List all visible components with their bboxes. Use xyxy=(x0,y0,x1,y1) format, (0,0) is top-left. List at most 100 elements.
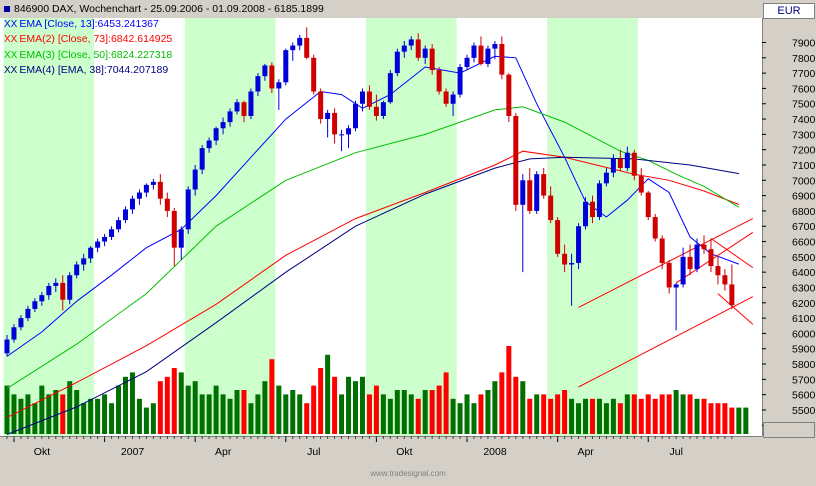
volume-bar xyxy=(534,394,540,434)
volume-bar xyxy=(603,403,609,434)
volume-bar xyxy=(74,390,80,434)
volume-bar xyxy=(527,398,533,434)
candle-body xyxy=(589,201,595,218)
candle-body xyxy=(450,94,456,104)
candle-body xyxy=(443,91,449,104)
candle-body xyxy=(408,39,414,46)
candle-body xyxy=(283,50,289,83)
candle-body xyxy=(485,48,491,64)
volume-bar xyxy=(589,398,595,434)
candle-body xyxy=(171,210,177,248)
x-tick-label: Okt xyxy=(396,446,412,458)
volume-bar xyxy=(129,372,135,434)
shaded-quarter-band xyxy=(365,18,457,436)
currency-label[interactable]: EUR xyxy=(763,3,815,19)
candle-body xyxy=(206,140,212,149)
candle-body xyxy=(227,111,233,123)
volume-bar xyxy=(332,376,338,434)
volume-bar xyxy=(694,398,700,434)
volume-bar xyxy=(422,390,428,434)
candle-body xyxy=(143,184,149,193)
volume-bar xyxy=(624,394,630,434)
volume-bar xyxy=(269,359,275,434)
shaded-quarter-band xyxy=(547,18,638,436)
candle-body xyxy=(436,70,442,92)
volume-bar xyxy=(192,381,198,434)
volume-bar xyxy=(353,381,358,434)
y-tick-label: 5500 xyxy=(792,405,816,417)
candle-body xyxy=(88,247,94,259)
volume-bar xyxy=(743,407,749,434)
y-tick-label: 7500 xyxy=(792,99,816,111)
candle-body xyxy=(136,192,142,199)
volume-bar xyxy=(53,390,59,434)
volume-bar xyxy=(576,403,582,434)
line-flag-top xyxy=(710,238,754,269)
volume-bar xyxy=(311,385,317,434)
y-tick-label: 7400 xyxy=(792,114,816,126)
volume-bar xyxy=(199,394,205,434)
volume-bar xyxy=(248,403,254,434)
candle-body xyxy=(129,198,135,210)
x-tick-label: Apr xyxy=(215,446,232,458)
volume-bar xyxy=(555,394,561,434)
candle-body xyxy=(603,172,609,184)
x-tick-label: Jul xyxy=(307,446,320,458)
candle-body xyxy=(645,192,651,218)
volume-bar xyxy=(143,407,149,434)
candle-body xyxy=(415,39,421,58)
legend-item-ema38: XX EMA(4) [EMA, 38]:7044.207189 xyxy=(4,64,169,76)
candle-body xyxy=(325,112,331,120)
y-tick-label: 7200 xyxy=(792,145,816,157)
volume-bar xyxy=(157,381,163,434)
y-tick-label: 7600 xyxy=(792,83,816,95)
candle-body xyxy=(32,301,38,309)
y-tick-label: 6500 xyxy=(792,252,816,264)
candle-body xyxy=(548,195,554,221)
candle-body xyxy=(652,217,658,239)
candle-body xyxy=(164,198,170,211)
line-flag-bottom xyxy=(717,293,754,325)
volume-bar xyxy=(241,390,247,434)
volume-bar xyxy=(95,398,101,434)
candle-body xyxy=(520,180,526,205)
candle-body xyxy=(429,48,435,71)
volume-bar xyxy=(701,398,707,434)
volume-bar xyxy=(220,394,226,434)
volume-bar xyxy=(297,394,303,434)
volume-bar xyxy=(687,394,693,434)
x-axis-strip xyxy=(0,436,762,458)
candle-body xyxy=(569,262,575,265)
volume-bar xyxy=(506,346,512,434)
volume-bar xyxy=(122,376,128,434)
candle-body xyxy=(46,285,52,296)
candle-body xyxy=(380,102,386,116)
volume-bar xyxy=(513,376,519,434)
candle-body xyxy=(359,91,365,104)
candle-body xyxy=(729,284,735,306)
candle-body xyxy=(234,102,240,112)
candle-body xyxy=(290,45,296,51)
volume-bar xyxy=(318,368,324,434)
candle-body xyxy=(638,175,644,193)
y-tick-label: 6300 xyxy=(792,282,816,294)
candle-body xyxy=(157,181,163,199)
candle-body xyxy=(11,327,17,340)
candle-body xyxy=(109,229,115,237)
x-tick-label: Apr xyxy=(577,446,594,458)
candle-body xyxy=(471,45,477,58)
scroll-down-button[interactable] xyxy=(763,422,815,438)
candle-body xyxy=(67,275,73,300)
volume-bar xyxy=(234,390,240,434)
volume-bar xyxy=(401,390,407,434)
y-tick-label: 7700 xyxy=(792,68,816,80)
volume-bar xyxy=(492,381,498,434)
y-axis-strip xyxy=(762,0,816,481)
volume-bar xyxy=(325,354,331,434)
candle-body xyxy=(583,201,589,227)
candle-body xyxy=(192,169,198,190)
volume-bar xyxy=(102,394,108,434)
volume-bar xyxy=(366,394,372,434)
candle-body xyxy=(666,262,672,288)
y-tick-label: 6700 xyxy=(792,221,816,233)
